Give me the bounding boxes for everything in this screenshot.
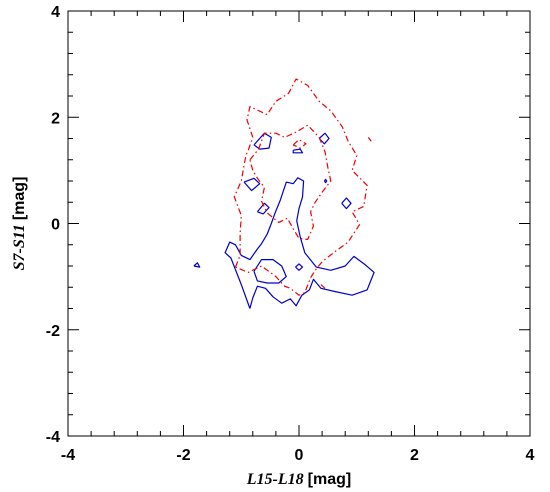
- x-tick-label: 0: [295, 447, 304, 464]
- y-axis-label-unit: [mag]: [11, 177, 28, 221]
- contour-dashdot-4: [320, 284, 326, 289]
- x-tick-label: -4: [61, 447, 75, 464]
- contour-layer: [193, 78, 375, 309]
- contour-solid-6: [318, 132, 330, 145]
- x-axis-label: L15-L18 [mag]: [246, 471, 351, 488]
- x-tick-label: 4: [526, 447, 535, 464]
- contour-solid-10: [323, 178, 328, 184]
- plot-frame: [67, 10, 531, 437]
- contour-solid-3: [243, 177, 261, 192]
- axis-ticks: [67, 10, 531, 437]
- y-tick-label: 0: [51, 217, 60, 234]
- contour-solid-5: [292, 148, 304, 154]
- x-tick-label: -2: [176, 447, 190, 464]
- contour-solid-7: [341, 197, 352, 210]
- y-tick-label: 2: [51, 110, 60, 127]
- x-axis-label-unit: [mag]: [308, 471, 352, 488]
- y-axis-label-name: S7-S11: [11, 224, 28, 270]
- contour-solid-0: [224, 177, 375, 309]
- contour-dashdot-3: [367, 137, 372, 142]
- contour-solid-9: [295, 263, 304, 271]
- contour-solid-1: [253, 259, 287, 284]
- y-tick-label: -2: [46, 323, 60, 340]
- tick-labels: -4 -2 0 2 4 -4 -2 0 2 4: [46, 4, 535, 464]
- y-tick-label: -4: [46, 429, 60, 446]
- contour-dashdot-2: [292, 139, 307, 149]
- contour-solid-8: [193, 262, 201, 268]
- x-axis-label-name: L15-L18: [246, 471, 304, 488]
- contour-dashdot-0: [233, 78, 368, 296]
- contour-solid-4: [256, 202, 270, 215]
- contour-dashdot-1: [249, 124, 332, 240]
- x-tick-label: 2: [410, 447, 419, 464]
- contour-solid-2: [253, 132, 272, 150]
- y-tick-label: 4: [51, 4, 60, 21]
- y-axis-label: S7-S11 [mag]: [11, 177, 28, 271]
